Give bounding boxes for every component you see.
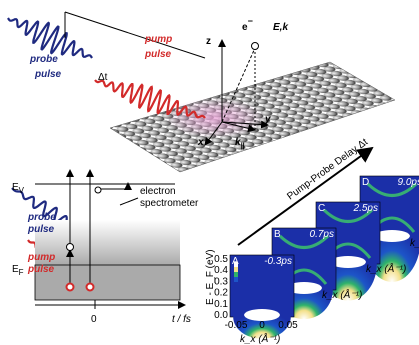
panel-letter: B (274, 229, 281, 240)
wave-packet (8, 18, 92, 58)
photoelectron (95, 187, 101, 193)
x-tick-label: 0 (259, 320, 265, 331)
colorbar (234, 277, 238, 282)
y-tick-label: 0.4 (214, 265, 228, 276)
delay-line (65, 12, 205, 58)
panel-time: -0.3ps (264, 256, 292, 267)
figure: Δt probepulse pumppulse z x y k|| e− E,k… (0, 0, 419, 345)
time-label: t / fs (172, 314, 191, 325)
delay-label: Δt (98, 72, 108, 83)
ek-label: E,k (273, 22, 288, 33)
panel-time: 0.7ps (310, 229, 334, 240)
panel-time: 2.5ps (353, 203, 378, 214)
panel-letter: D (362, 177, 369, 188)
electron-label: e− (242, 16, 253, 33)
zero-label: 0 (91, 314, 97, 325)
occupied-tail (35, 220, 180, 265)
arpes-panels: D 9.0ps k_x (Å⁻¹) C 2.5ps k_x (Å⁻¹) B 0.7ps k_x … (230, 176, 419, 339)
hole (67, 284, 74, 291)
panel-time: 9.0ps (398, 177, 419, 188)
x-tick-label: 0.05 (278, 320, 298, 331)
y-tick-label: 0.5 (214, 254, 228, 265)
delay-axis-label: Pump-Probe Delay Δt (285, 137, 370, 203)
colorbar (234, 282, 238, 287)
colorbar (234, 262, 238, 267)
panel-axis: k_x (Å⁻¹) (322, 288, 362, 301)
y-tick-label: 0.3 (214, 276, 228, 287)
z-label: z (206, 36, 211, 47)
y-tick-label: 0.2 (214, 288, 228, 299)
y-tick-label: 0.1 (214, 299, 228, 310)
y-label: y (264, 114, 271, 125)
ev-label: EV (12, 182, 25, 195)
excited-electron (67, 244, 74, 251)
x-axis-label: k_x (Å⁻¹) (240, 332, 280, 345)
panel-letter: C (318, 203, 325, 214)
colorbar (234, 267, 238, 272)
ef-label: EF (12, 264, 24, 277)
leader (120, 198, 138, 205)
x-label: x (197, 137, 204, 148)
x-tick-label: -0.05 (225, 320, 248, 331)
electron (252, 43, 259, 50)
panel-axis: k_x (Å⁻¹) (410, 236, 419, 249)
panel-axis: k_x (Å⁻¹) (366, 262, 406, 275)
fermi-sea (35, 265, 180, 300)
hole (87, 284, 94, 291)
colorbar (234, 272, 238, 277)
